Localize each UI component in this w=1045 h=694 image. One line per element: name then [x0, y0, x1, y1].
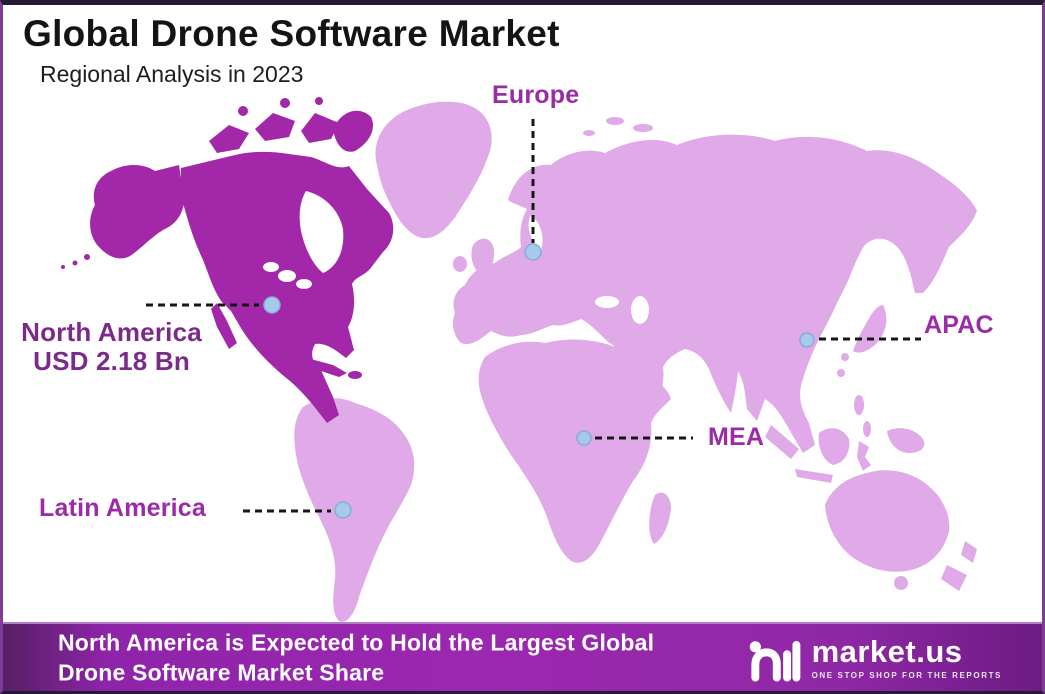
map-novaya-zemlya	[583, 130, 595, 136]
world-map	[61, 97, 977, 622]
logo-name: market.us	[811, 633, 963, 669]
map-alaska	[90, 165, 185, 259]
page-subtitle: Regional Analysis in 2023	[40, 61, 304, 87]
map-arctic-speck-1	[238, 106, 248, 116]
map-eurasia	[453, 134, 977, 453]
map-caspian-sea	[631, 296, 649, 324]
map-arctic-island-2	[255, 113, 295, 141]
map-aleutian-2	[72, 260, 78, 266]
map-tasmania	[894, 576, 908, 590]
map-australia	[825, 470, 950, 572]
logo-tagline: ONE STOP SHOP FOR THE REPORTS	[811, 670, 1002, 680]
map-greenland	[375, 101, 492, 239]
map-sulawesi	[857, 441, 871, 471]
map-new-zealand-north	[961, 541, 977, 563]
map-sumatra	[765, 425, 799, 459]
map-taiwan	[837, 369, 845, 377]
map-arctic-island-3	[301, 113, 339, 143]
map-great-lake-2	[278, 270, 296, 282]
map-ireland	[453, 256, 467, 272]
banner-text-line-1: North America is Expected to Hold the La…	[58, 629, 655, 656]
region-label-latin-america: Latin America	[39, 494, 207, 522]
map-philippines-south	[863, 421, 871, 437]
latin-america-marker	[334, 501, 352, 519]
map-kyushu	[841, 353, 849, 361]
map-svalbard	[606, 117, 624, 125]
map-great-lake-3	[296, 279, 312, 289]
map-arctic-island-1	[209, 125, 249, 153]
map-japan	[853, 305, 887, 353]
banner-text-line-2: Drone Software Market Share	[58, 659, 385, 686]
map-north-america-main	[181, 151, 394, 423]
map-arctic-speck-3	[315, 97, 323, 105]
map-baja	[211, 303, 237, 349]
map-south-america	[294, 398, 415, 622]
map-hudson-bay	[299, 191, 344, 273]
logo-text-block: market.us ONE STOP SHOP FOR THE REPORTS	[812, 636, 1002, 680]
footer-banner: North America is Expected to Hold the La…	[3, 622, 1042, 691]
map-franz-josef	[633, 124, 653, 132]
apac-marker	[799, 332, 815, 348]
marketus-logo: market.us ONE STOP SHOP FOR THE REPORTS	[746, 633, 1002, 683]
map-black-sea	[595, 296, 619, 308]
marketus-logo-icon	[749, 640, 800, 682]
map-madagascar	[649, 492, 671, 544]
region-label-apac: APAC	[924, 311, 994, 339]
map-arctic-speck-2	[280, 98, 290, 108]
map-baffin	[333, 110, 374, 152]
banner-text: North America is Expected to Hold the La…	[58, 627, 654, 688]
map-africa	[478, 339, 671, 563]
map-new-guinea	[887, 428, 925, 453]
map-aleutian-1	[84, 254, 90, 260]
region-label-mea: MEA	[708, 423, 765, 451]
map-baltic-sea	[528, 215, 543, 251]
map-cuba	[301, 357, 347, 377]
map-borneo	[818, 428, 850, 465]
north-america-marker	[263, 296, 281, 314]
map-philippines-north	[854, 395, 864, 415]
page-title: Global Drone Software Market	[23, 13, 560, 54]
map-great-lake-1	[263, 262, 279, 272]
mea-marker	[576, 430, 592, 446]
map-region-north-america	[61, 97, 394, 423]
map-landmass-group	[294, 101, 977, 622]
map-iceland	[430, 208, 456, 222]
region-label-north-america: North America USD 2.18 Bn	[9, 317, 214, 377]
map-new-zealand-south	[941, 565, 967, 591]
north-america-value: USD 2.18 Bn	[33, 346, 190, 377]
map-hispaniola	[348, 371, 362, 379]
map-java	[795, 469, 833, 483]
europe-marker	[524, 243, 542, 261]
north-america-name: North America	[21, 317, 202, 347]
map-annotations	[146, 119, 921, 519]
region-label-europe: Europe	[492, 81, 580, 109]
map-aleutian-3	[61, 265, 65, 269]
map-water-overlays	[263, 191, 649, 324]
